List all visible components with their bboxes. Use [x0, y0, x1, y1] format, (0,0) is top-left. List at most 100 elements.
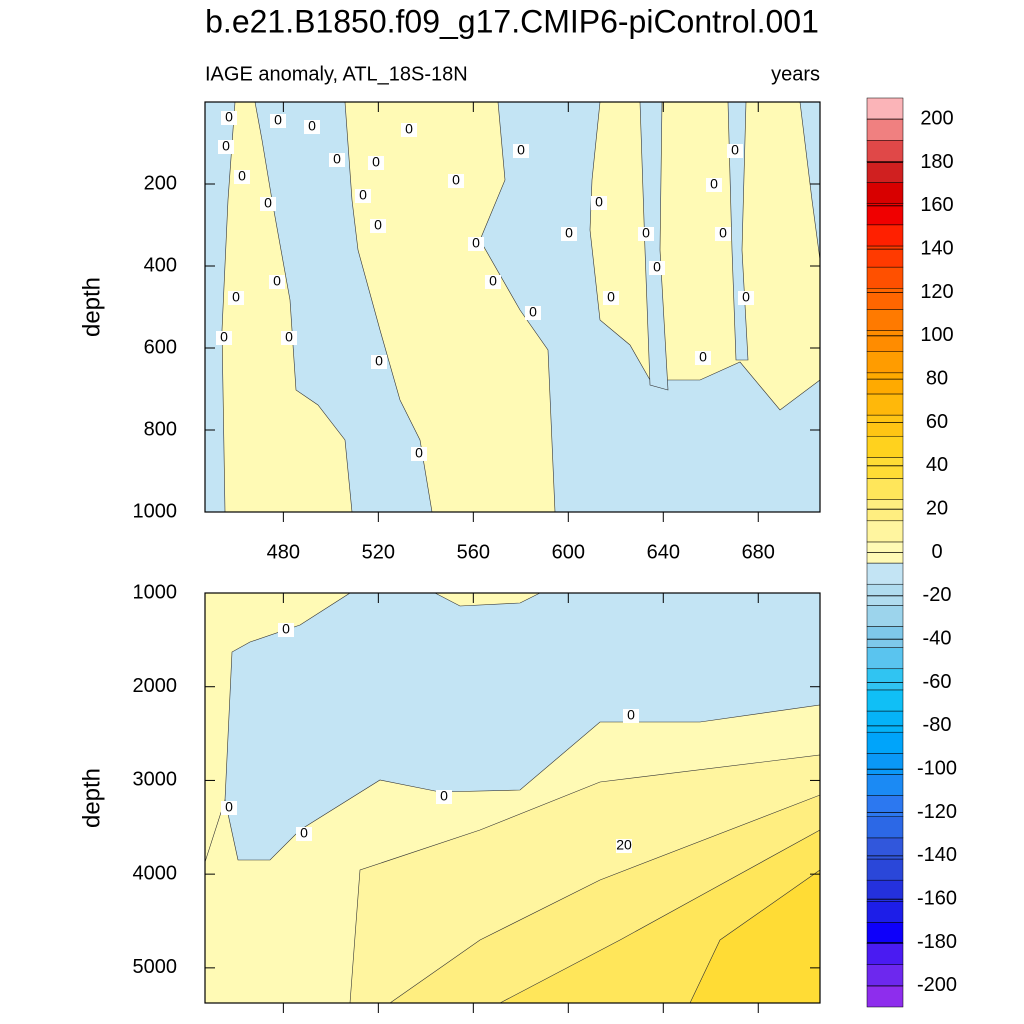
- plot-frame: [204, 592, 821, 1004]
- colorbar-box: [866, 626, 904, 648]
- colorbar-label: -160: [917, 887, 957, 909]
- x-tick-label: 680: [742, 541, 775, 563]
- x-tick-label: 640: [647, 541, 680, 563]
- contour-label: 0: [405, 121, 413, 137]
- colorbar-label: -180: [917, 931, 957, 953]
- colorbar-box: [866, 393, 904, 416]
- contour-label-bg: [591, 196, 607, 210]
- y-axis-label: depth: [78, 277, 105, 337]
- colorbar-box: [866, 731, 904, 754]
- x-tick-label: 480: [267, 541, 300, 563]
- contour-label-bg: [411, 447, 427, 461]
- plot-frame: [204, 101, 821, 513]
- y-tick-label: 200: [144, 172, 177, 194]
- y-tick-label: 400: [144, 254, 177, 276]
- contour-label-bg: [485, 275, 501, 289]
- colorbar-box: [866, 182, 904, 204]
- contour-label-bg: [603, 291, 619, 305]
- colorbar-box: [866, 224, 904, 247]
- colorbar-label: 40: [926, 454, 948, 476]
- colorbar-label: -200: [917, 974, 957, 996]
- contour-label-bg: [368, 156, 384, 170]
- colorbar-box: [866, 858, 904, 881]
- colorbar-box: [866, 203, 904, 226]
- contour-label: 0: [222, 138, 230, 154]
- contour-label-bg: [269, 275, 285, 289]
- colorbar-box: [866, 753, 904, 775]
- colorbar-label: 80: [926, 367, 948, 389]
- y-tick-label: 2000: [133, 675, 178, 697]
- colorbar-box: [866, 922, 904, 944]
- contour-label: 0: [699, 349, 707, 365]
- colorbar-box: [866, 97, 904, 120]
- subtitle-left: IAGE anomaly, ATL_18S-18N: [205, 63, 468, 85]
- colorbar-box: [866, 309, 904, 331]
- colorbar-box: [866, 161, 904, 183]
- contour-label: 0: [308, 118, 316, 134]
- contour-label: 0: [415, 445, 423, 461]
- y-axis-label: depth: [78, 768, 105, 828]
- colorbar-label: 160: [920, 194, 953, 216]
- colorbar-box: [866, 605, 904, 627]
- colorbar-box: [866, 266, 904, 289]
- contour-label-bg: [370, 219, 386, 233]
- colorbar-label: -120: [917, 801, 957, 823]
- contour-label-bg: [304, 120, 320, 134]
- contour-label: 0: [517, 142, 525, 158]
- colorbar-box: [866, 795, 904, 817]
- contour-label: 0: [440, 788, 448, 804]
- contour-label-bg: [401, 123, 417, 137]
- contour-label: 0: [472, 235, 480, 251]
- contour-label-bg: [623, 709, 639, 723]
- contour-label-bg: [525, 306, 541, 320]
- colorbar-box: [866, 499, 904, 522]
- colorbar-label: 0: [931, 541, 942, 563]
- colorbar-box: [866, 457, 904, 479]
- colorbar-label: 120: [920, 281, 953, 303]
- contour-label-bg: [695, 351, 711, 365]
- contour-label-bg: [649, 261, 665, 275]
- y-tick-label: 1000: [133, 581, 178, 603]
- colorbar-label: 140: [920, 237, 953, 259]
- contour-label: 0: [225, 109, 233, 125]
- contour-label: 20: [616, 837, 632, 853]
- contour-label: 0: [653, 259, 661, 275]
- colorbar-box: [866, 351, 904, 374]
- colorbar-box: [866, 140, 904, 162]
- colorbar-label: 200: [920, 107, 953, 129]
- contour-label: 0: [710, 176, 718, 192]
- contour-label-bg: [706, 178, 722, 192]
- contour-label: 0: [374, 217, 382, 233]
- colorbar-box: [866, 435, 904, 458]
- contour-label-bg: [270, 114, 286, 128]
- contour-label-bg: [638, 227, 654, 241]
- contour-label-bg: [329, 153, 345, 167]
- colorbar-box: [866, 964, 904, 987]
- contour-label-bg: [281, 331, 297, 345]
- contour-fill: [479, 101, 821, 513]
- colorbar-box: [866, 330, 904, 352]
- colorbar-label: 180: [920, 151, 953, 173]
- contour-label: 0: [285, 329, 293, 345]
- colorbar-label: -40: [923, 627, 952, 649]
- contour-label: 0: [565, 225, 573, 241]
- colorbar-label: -60: [923, 671, 952, 693]
- contour-label: 0: [359, 187, 367, 203]
- colorbar-box: [866, 943, 904, 965]
- colorbar-box: [866, 478, 904, 500]
- contour-label: 0: [742, 289, 750, 305]
- contour-label: 0: [264, 195, 272, 211]
- contour-label: 0: [273, 273, 281, 289]
- contour-label: 0: [731, 142, 739, 158]
- contour-label: 0: [627, 707, 635, 723]
- contour-label: 0: [282, 621, 290, 637]
- colorbar-box: [866, 288, 904, 310]
- contour-label: 0: [220, 329, 228, 345]
- contour-label: 0: [225, 799, 233, 815]
- contour-label-bg: [218, 140, 234, 154]
- colorbar-label: 20: [926, 497, 948, 519]
- contour-label: 0: [719, 225, 727, 241]
- y-tick-label: 1000: [133, 500, 178, 522]
- colorbar-box: [866, 118, 904, 141]
- contour-label-bg: [221, 111, 237, 125]
